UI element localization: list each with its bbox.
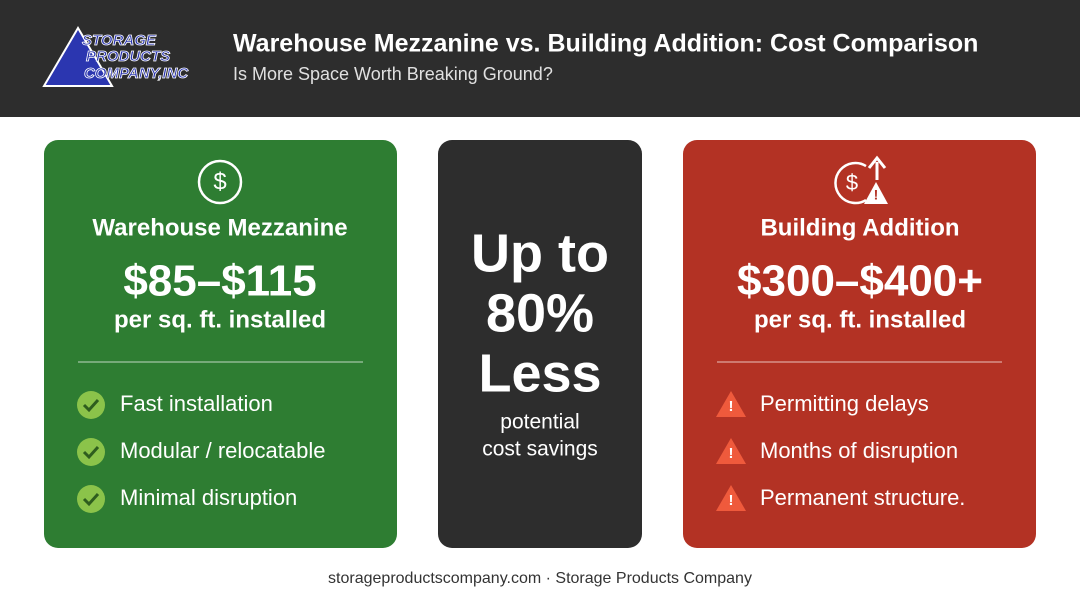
check-mark [82, 398, 100, 413]
price-unit: per sq. ft. installed [754, 306, 966, 333]
drawback-item: Permitting delays [760, 391, 929, 416]
warning-mark: ! [729, 492, 734, 509]
drawback-item: Permanent structure. [760, 485, 965, 510]
cost-rise-icon: $ ! [834, 155, 888, 205]
warning-icon [716, 485, 746, 511]
right-card [683, 140, 1036, 548]
logo-text: COMPANY,INC [84, 65, 189, 82]
warning-mark: ! [729, 398, 734, 415]
check-mark [82, 492, 100, 507]
drawback-item: Months of disruption [760, 438, 958, 463]
logo-mark [42, 26, 114, 87]
page-title: Warehouse Mezzanine vs. Building Additio… [233, 30, 978, 58]
price-unit: per sq. ft. installed [114, 306, 326, 333]
warning-icon [716, 438, 746, 464]
headline: Up to [471, 223, 609, 283]
dollar-icon [197, 159, 243, 205]
headline: 80% [486, 283, 594, 343]
logo: STORAGE PRODUCTS COMPANY,INC [82, 32, 190, 83]
benefit-item: Minimal disruption [120, 485, 297, 510]
check-icon [77, 485, 105, 513]
dollar-symbol: $ [213, 168, 226, 195]
warning-mark: ! [729, 445, 734, 462]
price: $300–$400+ [737, 257, 983, 306]
footer: storageproductscompany.com · Storage Pro… [328, 570, 752, 587]
check-mark [82, 445, 100, 460]
check-icon [77, 438, 105, 466]
card-title: Building Addition [760, 214, 959, 241]
warning-icon [716, 391, 746, 417]
caption: potential [500, 411, 579, 434]
headline: Less [478, 343, 601, 403]
logo-text: STORAGE [82, 32, 157, 49]
center-card [438, 140, 642, 548]
header-bar [0, 0, 1080, 117]
caption: cost savings [482, 438, 598, 461]
page-subtitle: Is More Space Worth Breaking Ground? [233, 64, 553, 84]
benefit-item: Modular / relocatable [120, 438, 325, 463]
check-icon [77, 391, 105, 419]
price: $85–$115 [123, 257, 316, 306]
svg-text:$: $ [846, 170, 858, 195]
card-title: Warehouse Mezzanine [92, 214, 347, 241]
benefit-item: Fast installation [120, 391, 273, 416]
svg-text:!: ! [874, 187, 879, 203]
left-card [44, 140, 397, 548]
logo-text: PRODUCTS [86, 48, 170, 65]
